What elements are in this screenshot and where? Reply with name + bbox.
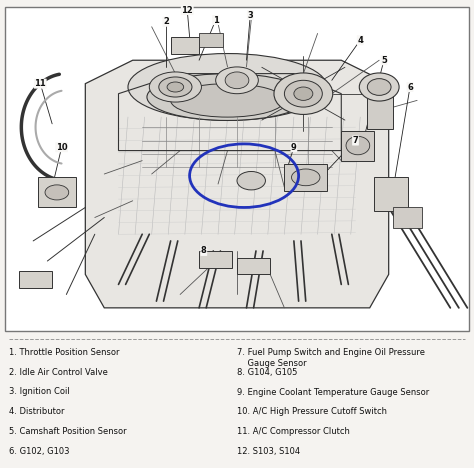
Ellipse shape [45, 185, 69, 200]
Text: 3. Ignition Coil: 3. Ignition Coil [9, 388, 70, 396]
Ellipse shape [147, 73, 308, 120]
Text: 12: 12 [182, 6, 193, 15]
Text: 5. Camshaft Position Sensor: 5. Camshaft Position Sensor [9, 427, 127, 436]
Circle shape [359, 73, 399, 101]
Text: 2. Idle Air Control Valve: 2. Idle Air Control Valve [9, 368, 109, 377]
Ellipse shape [171, 84, 284, 117]
Text: 6. G102, G103: 6. G102, G103 [9, 446, 70, 456]
Text: 2: 2 [163, 17, 169, 26]
Text: 4: 4 [357, 36, 363, 44]
Bar [199, 33, 223, 47]
Text: 3: 3 [247, 11, 253, 20]
Bar [38, 177, 76, 207]
Text: 1. Throttle Position Sensor: 1. Throttle Position Sensor [9, 348, 120, 357]
Text: Gauge Sensor: Gauge Sensor [237, 359, 307, 368]
Bar [199, 251, 232, 268]
Bar [374, 177, 408, 211]
Ellipse shape [346, 136, 370, 155]
Bar [237, 258, 270, 274]
Text: 1: 1 [213, 15, 219, 25]
Ellipse shape [237, 171, 265, 190]
Text: 9. Engine Coolant Temperature Gauge Sensor: 9. Engine Coolant Temperature Gauge Sens… [237, 388, 429, 397]
Bar [284, 164, 327, 191]
Ellipse shape [225, 72, 249, 88]
Text: 9: 9 [291, 143, 297, 152]
Text: 10. A/C High Pressure Cutoff Switch: 10. A/C High Pressure Cutoff Switch [237, 408, 387, 417]
Text: 4. Distributor: 4. Distributor [9, 407, 65, 416]
Bar [171, 37, 199, 53]
Text: 12. S103, S104: 12. S103, S104 [237, 447, 300, 456]
Text: 7: 7 [353, 136, 358, 145]
Text: 8. G104, G105: 8. G104, G105 [237, 368, 297, 377]
Ellipse shape [149, 72, 201, 102]
Bar [367, 95, 393, 129]
Circle shape [274, 73, 333, 115]
Bar [19, 271, 52, 288]
Ellipse shape [216, 67, 258, 94]
Text: 11. A/C Compressor Clutch: 11. A/C Compressor Clutch [237, 427, 350, 436]
Text: 10: 10 [56, 143, 67, 152]
Circle shape [284, 80, 322, 107]
Text: 8: 8 [201, 247, 207, 256]
Polygon shape [85, 60, 389, 308]
Bar [393, 207, 422, 227]
Text: 11: 11 [35, 79, 46, 88]
Text: 7. Fuel Pump Switch and Engine Oil Pressure: 7. Fuel Pump Switch and Engine Oil Press… [237, 348, 425, 357]
Ellipse shape [167, 82, 183, 92]
Ellipse shape [128, 53, 327, 120]
Circle shape [294, 87, 313, 101]
Circle shape [367, 79, 391, 95]
Bar [341, 131, 374, 161]
Ellipse shape [159, 77, 192, 97]
Ellipse shape [292, 169, 320, 186]
Text: 6: 6 [407, 82, 413, 92]
Text: 5: 5 [381, 56, 387, 65]
